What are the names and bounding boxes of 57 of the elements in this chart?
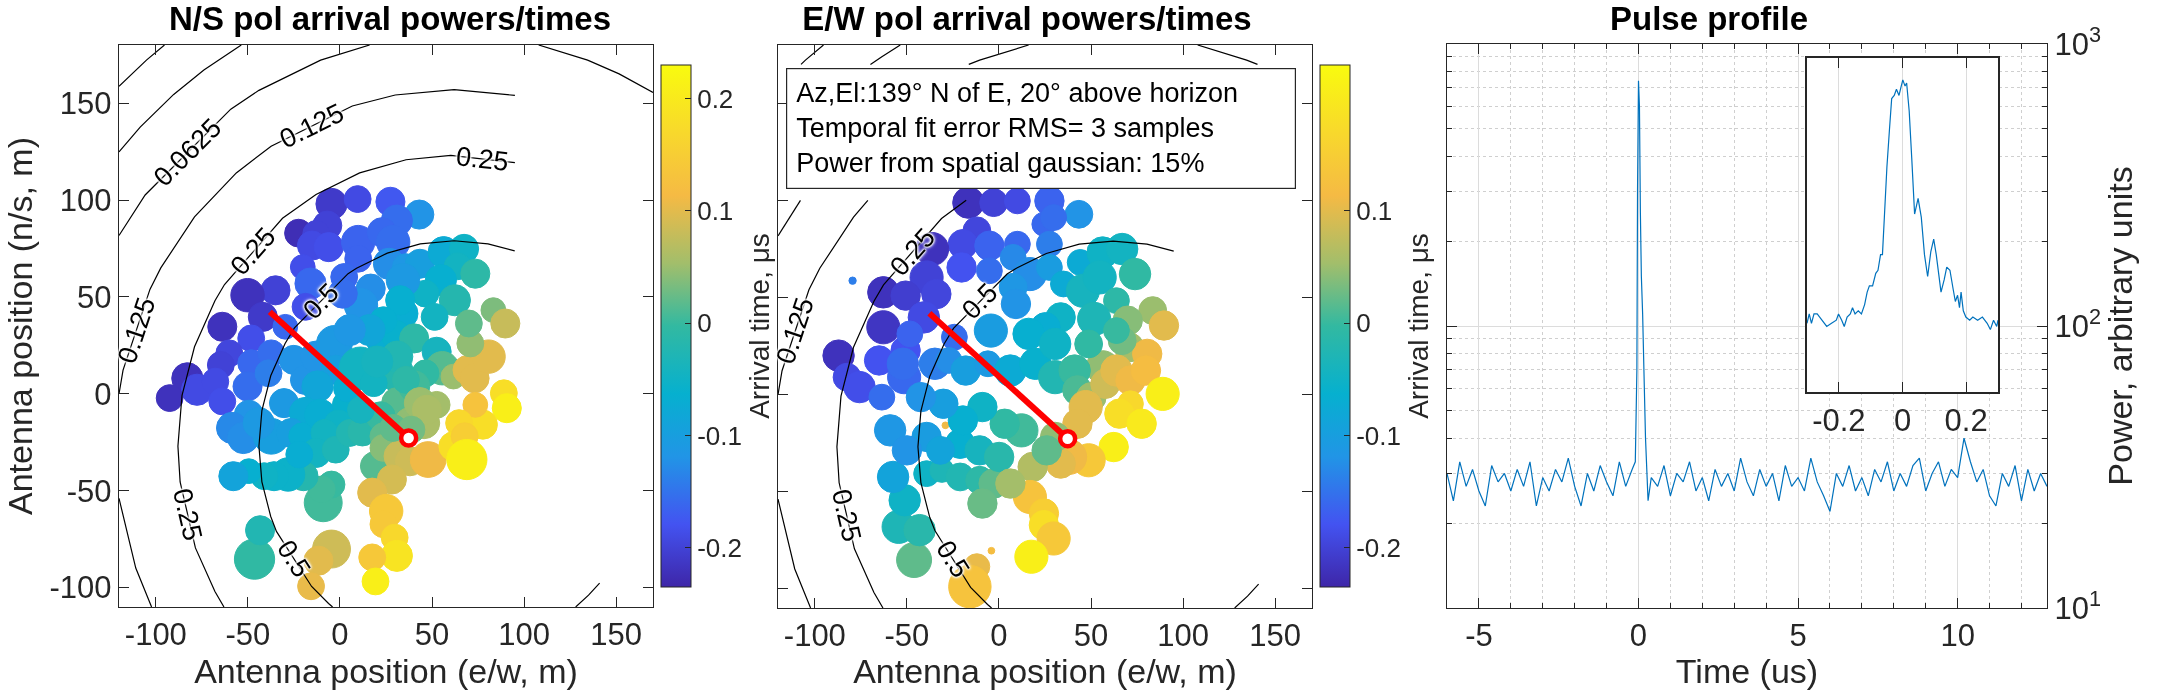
- x-tick-label: -0.2: [1812, 403, 1866, 439]
- chart-title: E/W pol arrival powers/times: [802, 0, 1252, 37]
- x-tick-label: 0: [1629, 618, 1648, 654]
- y-tick-label: 0: [94, 376, 112, 412]
- color-bar-title: Arrival time, μs: [1403, 233, 1435, 419]
- color-bar-label: 0.1: [697, 196, 734, 227]
- color-bar-label: 0: [1356, 308, 1371, 339]
- chart-title: N/S pol arrival powers/times: [169, 0, 611, 37]
- y-axis-title: Antenna position (n/s, m): [1, 137, 40, 515]
- x-tick-label: 0.2: [1944, 403, 1988, 439]
- x-tick-label: 150: [590, 617, 643, 653]
- x-tick-label: 0: [1893, 403, 1912, 439]
- color-bar-label: 0.1: [1356, 196, 1393, 227]
- y-tick-label: -100: [49, 570, 112, 606]
- y-tick-label: 150: [59, 85, 112, 121]
- x-tick-label: -50: [884, 618, 930, 654]
- annotation: 0.5: [930, 535, 976, 583]
- color-bar-label: 0.2: [697, 83, 734, 114]
- x-tick-label: 100: [498, 617, 550, 653]
- y-tick-label: -50: [66, 473, 112, 509]
- x-axis-title: Time (us): [1675, 652, 1819, 690]
- y-tick-label: 50: [77, 279, 112, 315]
- x-axis-title: Antenna position (e/w, m): [194, 652, 578, 690]
- annotation: 0.125: [111, 293, 162, 368]
- y-axis-title: Power, arbitrary units: [2100, 166, 2139, 486]
- annotation: 0.25: [454, 141, 511, 177]
- annotation: 0.125: [274, 97, 349, 155]
- color-bar-label: -0.1: [697, 420, 743, 451]
- annotation: 0.5: [271, 534, 317, 583]
- annotation: 0.5: [955, 277, 1004, 326]
- y-tick-label: 10$^{2}$: [2054, 303, 2101, 344]
- chart-title: Pulse profile: [1609, 0, 1809, 37]
- x-tick-label: 50: [1073, 618, 1109, 654]
- annotation: Az,El:139° N of E, 20° above horizon Temporal fit error RMS= 3 samples Power from spatial gaussian: 15%: [796, 78, 1239, 179]
- x-tick-label: -50: [225, 617, 271, 653]
- y-tick-label: 100: [59, 182, 112, 218]
- color-bar-label: -0.2: [1356, 532, 1402, 563]
- annotation: 0.25: [166, 485, 209, 544]
- color-bar-label: 0: [697, 308, 712, 339]
- color-bar-label: -0.2: [697, 532, 743, 563]
- x-tick-label: -5: [1465, 618, 1493, 654]
- annotation: 0.25: [825, 486, 867, 545]
- x-tick-label: 100: [1157, 618, 1209, 654]
- x-tick-label: -100: [124, 617, 187, 653]
- y-tick-label: 10$^{1}$: [2054, 585, 2101, 626]
- x-tick-label: 10: [1940, 618, 1975, 654]
- x-tick-label: -100: [783, 618, 846, 654]
- x-tick-label: 150: [1249, 618, 1302, 654]
- x-tick-label: 50: [414, 617, 450, 653]
- y-tick-label: 10$^{3}$: [2054, 21, 2101, 62]
- x-tick-label: 0: [990, 618, 1008, 654]
- x-tick-label: 5: [1789, 618, 1807, 654]
- annotation: 0.5: [297, 277, 345, 326]
- x-axis-title: Antenna position (e/w, m): [853, 652, 1237, 690]
- color-bar-label: -0.1: [1356, 420, 1402, 451]
- x-tick-label: 0: [331, 617, 349, 653]
- line-series: [1447, 80, 2047, 513]
